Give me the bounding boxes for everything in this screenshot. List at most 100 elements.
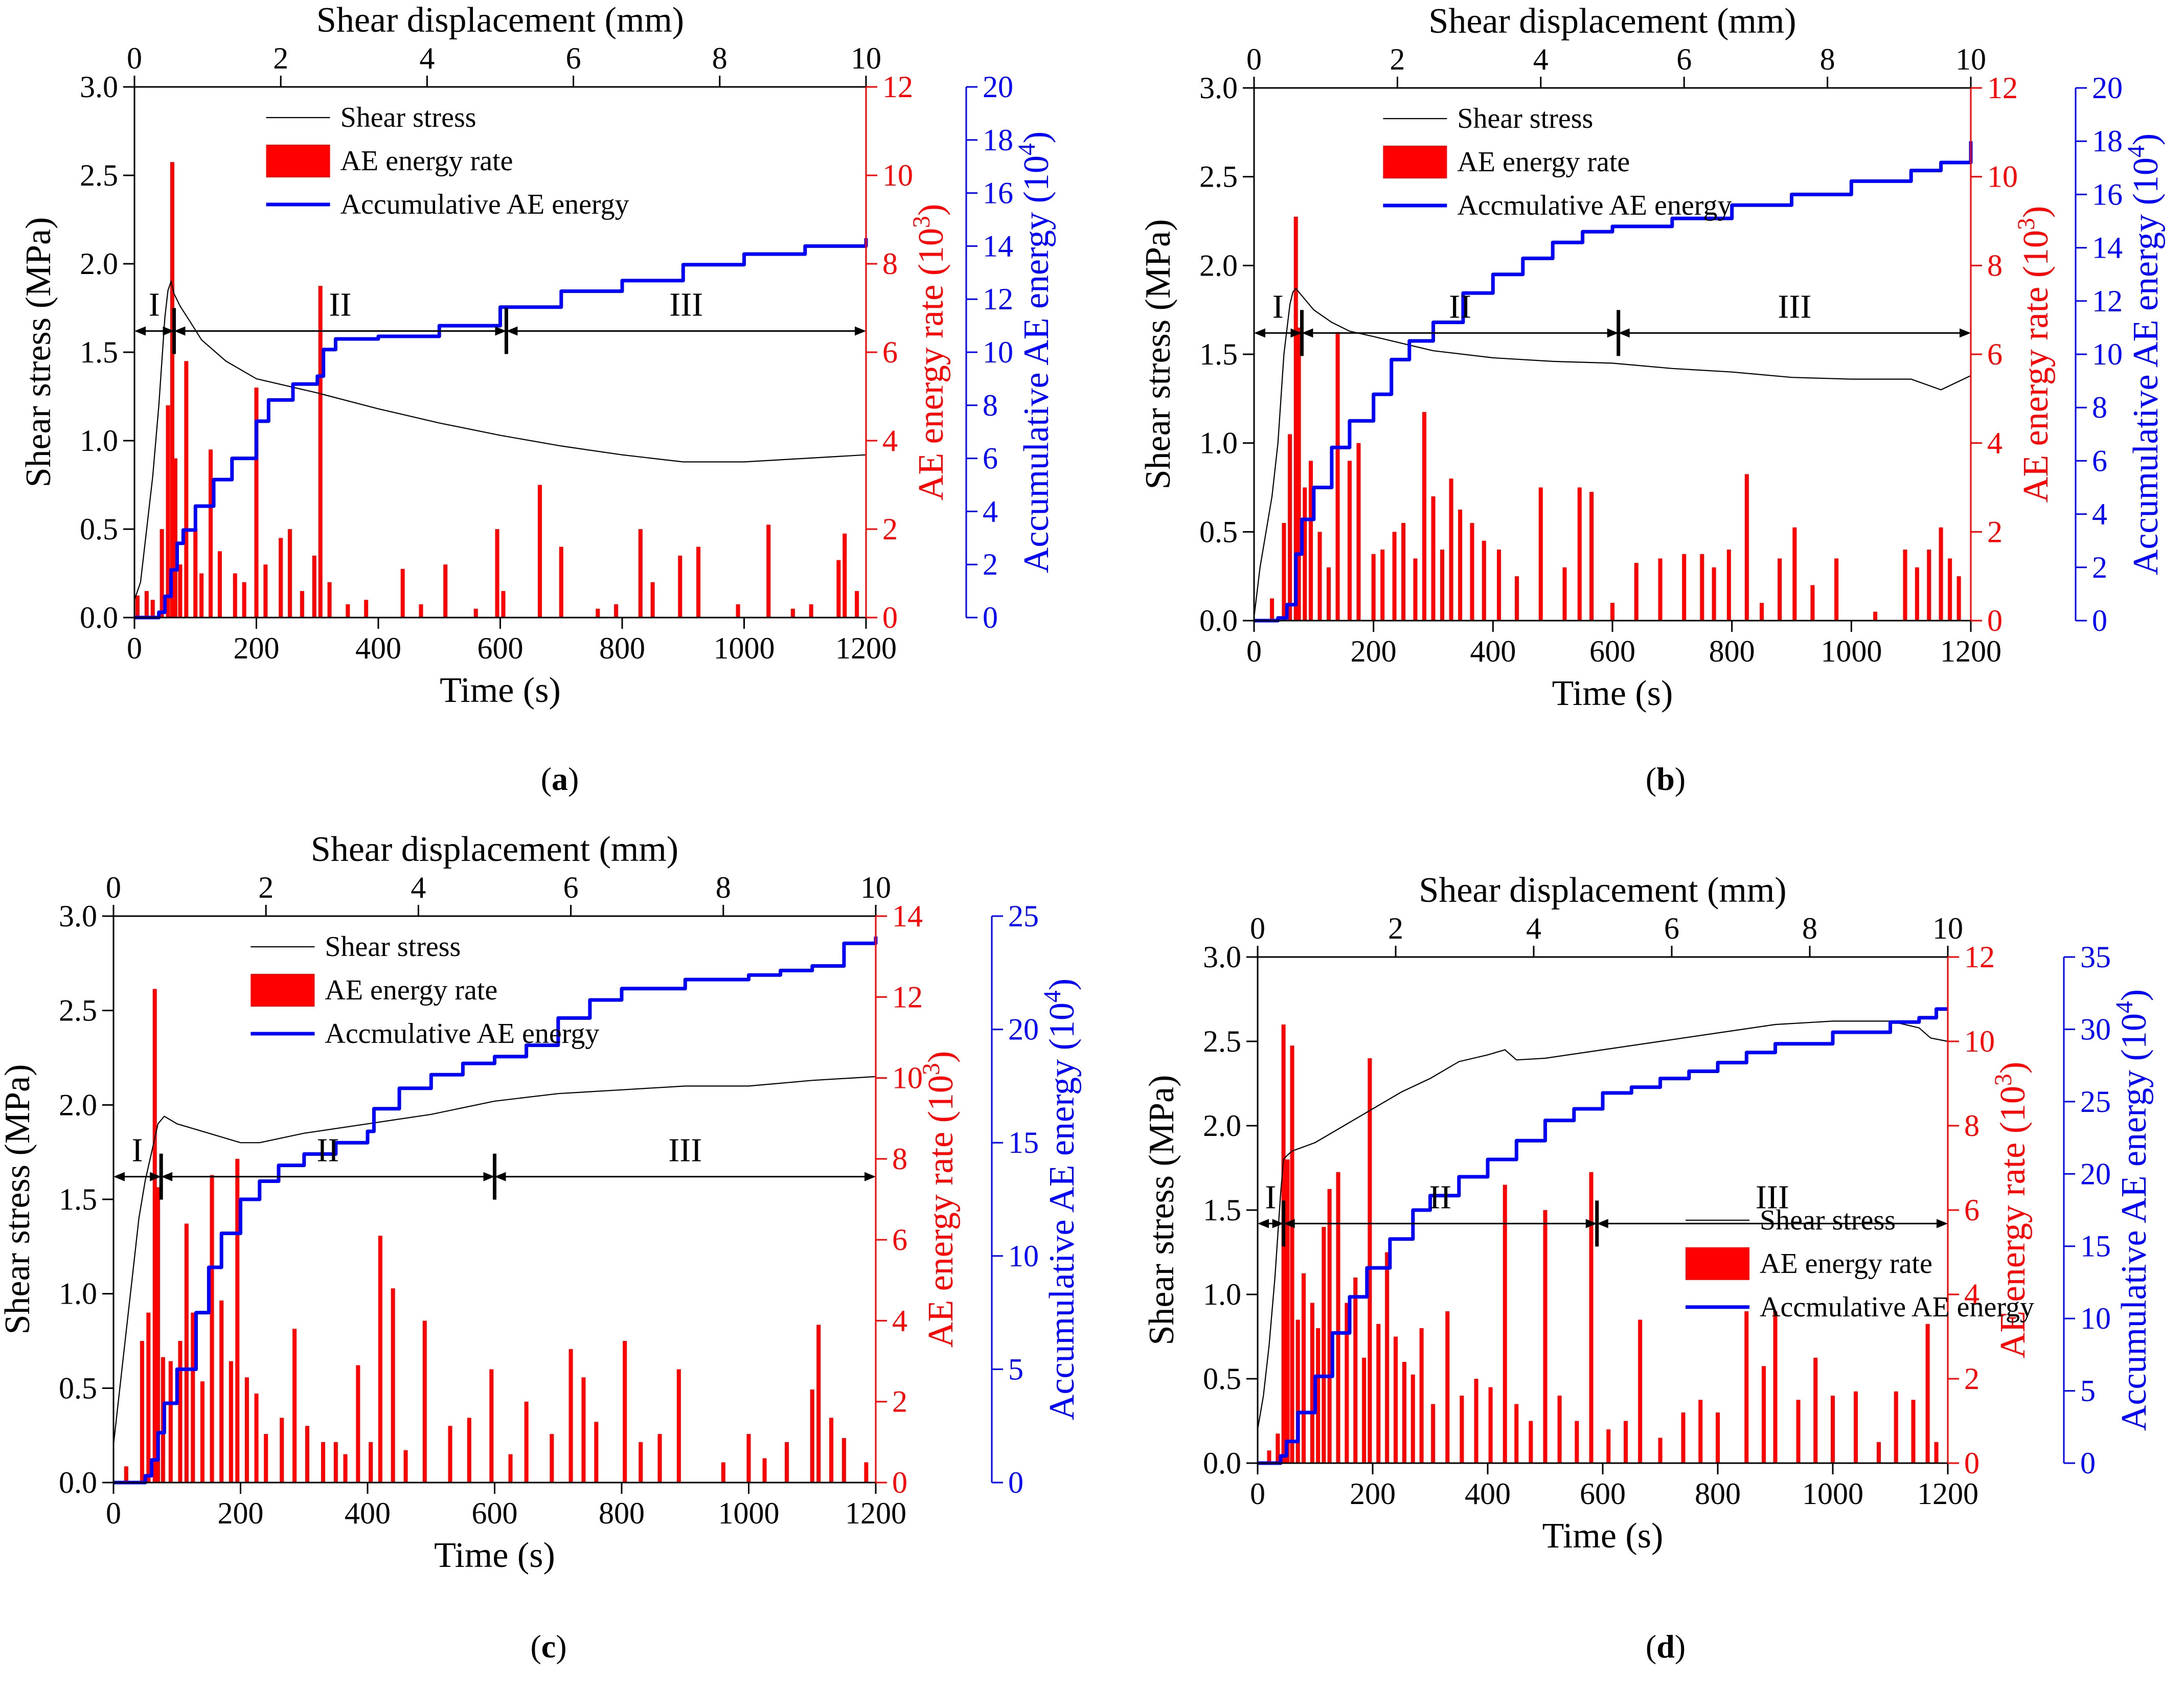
stage-arrowhead: [134, 326, 146, 336]
ae-rate-bar: [229, 1361, 233, 1483]
legend-label-rate: AE energy rate: [1760, 1248, 1932, 1280]
ae-rate-bar: [1894, 1391, 1898, 1463]
y-right2-tick-label: 15: [2080, 1229, 2111, 1263]
ae-rate-bar: [233, 573, 237, 618]
ae-rate-bar: [746, 1434, 751, 1483]
ae-rate-bar: [1557, 1396, 1562, 1463]
ae-rate-bar: [1956, 576, 1961, 621]
stage-label: III: [1778, 288, 1811, 325]
y-right2-tick-label: 20: [2080, 1157, 2111, 1191]
ae-rate-bar: [152, 989, 157, 1483]
y-right2-tick-label: 12: [983, 282, 1013, 316]
stage-label: I: [1272, 288, 1284, 325]
ae-rate-bar: [1431, 1404, 1436, 1463]
ae-rate-bar: [422, 1320, 427, 1483]
ae-rate-bar: [1327, 1189, 1332, 1463]
y-right2-tick-label: 6: [983, 442, 998, 475]
ae-rate-bar: [864, 1462, 869, 1483]
y-tick-label: 2.5: [80, 158, 118, 192]
stage-arrowhead: [113, 1172, 125, 1181]
ae-rate-bar: [160, 529, 164, 618]
x-top-tick-label: 8: [716, 871, 731, 904]
x-top-tick-label: 8: [1820, 42, 1835, 76]
x-tick-label: 600: [1580, 1477, 1626, 1511]
ae-rate-bar: [766, 525, 771, 618]
y-right-tick-label: 12: [1987, 71, 2018, 105]
ae-rate-bar: [264, 1434, 268, 1483]
y-right-tick-label: 2: [1964, 1362, 1980, 1396]
ae-rate-bar: [403, 1450, 408, 1483]
ae-rate-bar: [300, 591, 304, 618]
ae-rate-bar: [200, 1381, 204, 1483]
legend-label-rate: AE energy rate: [340, 145, 513, 177]
ae-rate-bar: [1854, 1391, 1858, 1463]
ae-rate-bar: [1744, 1311, 1749, 1463]
stage-arrowhead: [161, 1172, 173, 1181]
y-tick-label: 2.0: [1203, 1109, 1241, 1143]
ae-rate-bar: [1529, 1421, 1533, 1463]
ae-rate-bar: [843, 533, 847, 618]
x-top-tick-label: 0: [127, 41, 142, 75]
accumulative-ae-energy-line: [134, 238, 868, 620]
ae-rate-bar: [217, 551, 222, 618]
ae-rate-bar: [191, 1312, 195, 1483]
ae-rate-bar: [369, 1442, 373, 1483]
y-right-tick-label: 2: [892, 1385, 907, 1419]
x-top-tick-label: 0: [1246, 42, 1262, 76]
stage-arrowhead: [163, 326, 174, 336]
legend-swatch-rate: [1383, 146, 1447, 178]
y-right2-tick-label: 10: [983, 335, 1013, 369]
y-tick-label: 2.5: [59, 994, 97, 1028]
legend-label-rate: AE energy rate: [325, 974, 497, 1006]
ae-rate-bar: [1445, 1311, 1450, 1463]
stage-arrowhead: [1597, 1219, 1608, 1228]
ae-rate-bar: [135, 595, 140, 618]
stage-markers: I II III: [113, 1132, 876, 1200]
y-right2-tick-label: 8: [983, 389, 998, 422]
legend-label-rate: AE energy rate: [1457, 146, 1630, 178]
stage-markers: I II III: [1254, 288, 1971, 356]
y-tick-label: 3.0: [1203, 940, 1241, 974]
y-tick-label: 2.0: [1199, 248, 1238, 282]
y-right2-tick-label: 4: [983, 494, 998, 528]
shear-stress-line: [1257, 1020, 1948, 1430]
y-right2-axis-label: Accumulative AE energy (104): [2123, 133, 2166, 575]
x-top-tick-label: 2: [1388, 912, 1403, 945]
y-tick-label: 1.5: [1199, 337, 1238, 371]
x-top-tick-label: 8: [1802, 912, 1817, 945]
ae-rate-bar: [1310, 1303, 1314, 1463]
x-tick-label: 200: [1351, 634, 1397, 668]
y-right2-tick-label: 16: [2092, 177, 2123, 211]
legend: Shear stress AE energy rate Accmulative AE…: [1686, 1204, 2034, 1323]
ae-rate-bar: [841, 1438, 846, 1483]
ae-rate-bar: [263, 564, 268, 618]
ae-rate-bar: [836, 560, 841, 618]
legend-label-stress: Shear stress: [1457, 103, 1593, 134]
ae-rate-bar: [1413, 558, 1418, 621]
ae-rate-bar: [639, 1442, 643, 1483]
x-top-axis-label: Shear displacement (mm): [1419, 871, 1786, 910]
ae-rate-bar: [1336, 1172, 1340, 1463]
stage-label: I: [132, 1132, 143, 1169]
y-axis-label: Shear stress (MPa): [1139, 219, 1178, 490]
y-right2-tick-label: 0: [983, 601, 998, 634]
ae-rate-bar: [280, 1418, 284, 1483]
y-right2-tick-label: 20: [2092, 71, 2123, 105]
ae-rate-bar: [501, 591, 506, 618]
legend-label-stress: Shear stress: [340, 102, 476, 133]
ae-rate-bar: [1285, 1159, 1290, 1463]
x-top-tick-label: 2: [258, 871, 274, 904]
ae-rate-bar: [419, 604, 423, 618]
ae-rate-bar: [657, 1434, 662, 1483]
stage-arrowhead: [855, 326, 866, 336]
y-tick-label: 3.0: [59, 899, 97, 933]
y-tick-label: 2.0: [59, 1088, 97, 1122]
x-tick-label: 0: [1250, 1477, 1265, 1511]
ae-rate-bar: [1401, 522, 1406, 621]
ae-rate-bar: [1792, 527, 1797, 621]
ae-rate-bar: [1482, 540, 1486, 621]
stage-label: II: [329, 286, 351, 323]
stage-label: II: [1429, 1178, 1451, 1216]
y-right2-tick-label: 10: [2080, 1302, 2111, 1335]
